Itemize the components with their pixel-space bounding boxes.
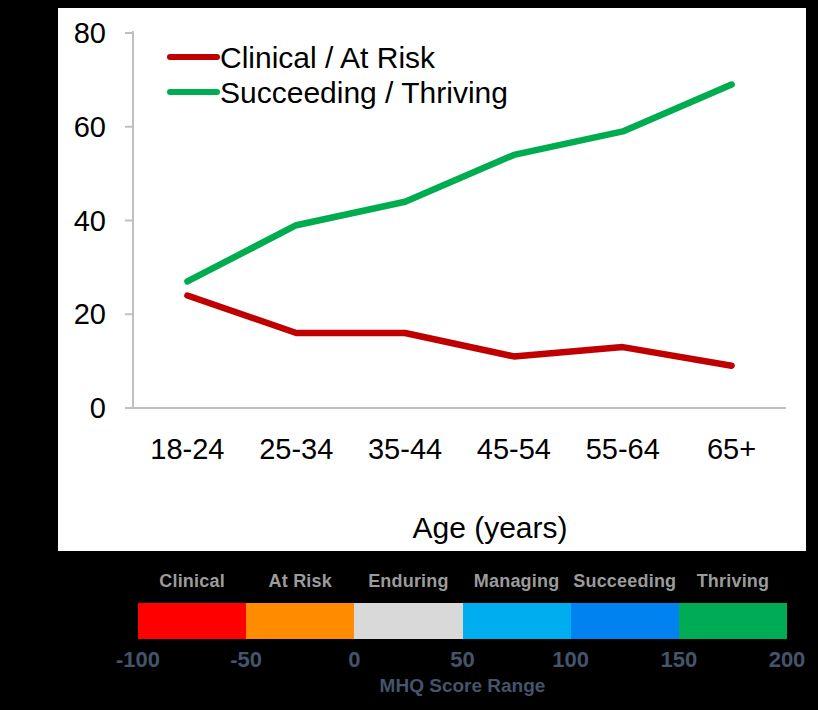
scale-color-bar xyxy=(138,603,787,639)
x-tick-label: 18-24 xyxy=(150,433,224,465)
y-tick-label: 60 xyxy=(74,111,106,143)
score-range-caption: MHQ Score Range xyxy=(138,675,787,697)
scale-segment-swatch-at-risk xyxy=(246,603,354,639)
scale-tick-label: -100 xyxy=(116,647,160,673)
scale-tick-label: 50 xyxy=(450,647,474,673)
legend-label: Succeeding / Thriving xyxy=(220,76,508,109)
scale-tick-label: 200 xyxy=(769,647,806,673)
scale-category-labels: ClinicalAt RiskEnduringManagingSucceedin… xyxy=(138,570,787,592)
series-line-succeeding-thriving xyxy=(187,85,731,282)
figure-root: { "page": { "background": "#000000", "pa… xyxy=(0,0,818,710)
scale-tick-label: 100 xyxy=(552,647,589,673)
scale-segment-label-thriving: Thriving xyxy=(679,570,787,592)
y-tick-label: 40 xyxy=(74,205,106,237)
mhq-score-scale: ClinicalAt RiskEnduringManagingSucceedin… xyxy=(138,570,787,697)
scale-segment-swatch-thriving xyxy=(679,603,787,639)
scale-tick-label: -50 xyxy=(230,647,262,673)
scale-segment-label-at-risk: At Risk xyxy=(246,570,354,592)
line-chart-panel: 0 20 40 60 80 18-24 25-34 35-44 45-54 55-64 65+ Age… xyxy=(58,8,806,551)
scale-segment-label-enduring: Enduring xyxy=(354,570,462,592)
scale-segment-swatch-clinical xyxy=(138,603,246,639)
age-line-chart: 0 20 40 60 80 18-24 25-34 35-44 45-54 55-64 65+ Age… xyxy=(58,8,806,551)
y-tick-label: 20 xyxy=(74,298,106,330)
x-tick-label: 65+ xyxy=(707,433,756,465)
scale-segment-label-succeeding: Succeeding xyxy=(571,570,679,592)
scale-tick-label: 150 xyxy=(660,647,697,673)
legend-label: Clinical / At Risk xyxy=(220,41,436,74)
y-tick-label: 80 xyxy=(74,17,106,49)
scale-segment-swatch-managing xyxy=(463,603,571,639)
scale-segment-label-clinical: Clinical xyxy=(138,570,246,592)
x-tick-label: 45-54 xyxy=(477,433,551,465)
x-tick-label: 35-44 xyxy=(368,433,442,465)
y-tick-label: 0 xyxy=(90,392,106,424)
scale-segment-swatch-enduring xyxy=(354,603,462,639)
x-axis-title: Age (years) xyxy=(412,511,567,544)
x-tick-label: 55-64 xyxy=(586,433,660,465)
x-tick-label: 25-34 xyxy=(259,433,333,465)
scale-tick-labels: -100-50050100150200 xyxy=(138,647,787,673)
series-line-clinical-at-risk xyxy=(187,296,731,366)
scale-segment-label-managing: Managing xyxy=(463,570,571,592)
scale-segment-swatch-succeeding xyxy=(571,603,679,639)
scale-tick-label: 0 xyxy=(348,647,360,673)
